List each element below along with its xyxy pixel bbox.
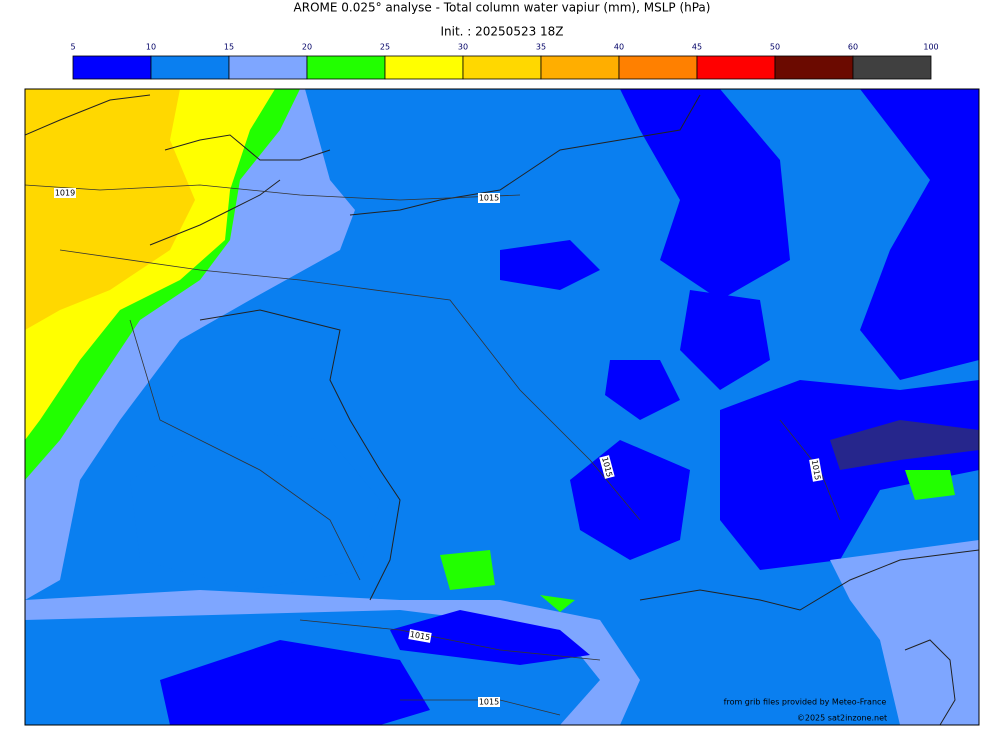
- colorbar: 5 10 15 20 25 30 35 40 45 50 60 100: [70, 43, 939, 80]
- isobar-label-text: 1019: [55, 189, 75, 198]
- isobar-label-box: [809, 458, 823, 482]
- dark-patch: [500, 240, 600, 290]
- colorbar-segment: [618, 55, 698, 80]
- colorbar-segment: [540, 55, 620, 80]
- colorbar-tick-label: 20: [302, 43, 312, 52]
- pyrenees-dark: [390, 610, 590, 665]
- colorbar-tick-label: 5: [70, 43, 75, 52]
- colorbar-segment: [72, 55, 152, 80]
- colorbar-segment: [228, 55, 308, 80]
- east-light: [830, 540, 979, 725]
- isobar-label: 1015: [478, 697, 500, 707]
- colorbar-tick-label: 50: [770, 43, 780, 52]
- blue-patch: [130, 430, 380, 590]
- isobar-label-text: 1015: [409, 630, 431, 642]
- colorbar-tick-label: 60: [848, 43, 858, 52]
- isobar-label: 1015: [809, 458, 823, 482]
- map: [24, 88, 980, 726]
- colorbar-tick-label: 45: [692, 43, 702, 52]
- dark-patch: [860, 89, 979, 380]
- isobar-label-box: [54, 188, 76, 198]
- colorbar-tick-label: 100: [923, 43, 938, 52]
- colorbar-segment: [462, 55, 542, 80]
- credit: from grib files provided by Meteo-France: [724, 698, 887, 707]
- isobar-label: 1015: [408, 629, 432, 643]
- colorbar-segment: [384, 55, 464, 80]
- isobar-label-box: [599, 455, 615, 479]
- colorbar-tick-label: 25: [380, 43, 390, 52]
- colorbar-segment: [696, 55, 776, 80]
- coastlines: [25, 94, 979, 725]
- colorbar-tick-label: 40: [614, 43, 624, 52]
- map-title: AROME 0.025° analyse - Total column wate…: [294, 1, 711, 15]
- green-patch: [905, 470, 955, 500]
- map-frame: [24, 88, 980, 726]
- isobar-labels: 1019 1015 1015 1015 1015 1015: [54, 188, 823, 707]
- south-dark: [160, 640, 430, 725]
- green-patch: [440, 550, 495, 590]
- dark-patch: [680, 290, 770, 390]
- colorbar-segment: [150, 55, 230, 80]
- green-patch: [540, 595, 575, 612]
- alps-peak: [830, 420, 979, 470]
- isobar-label: 1015: [478, 193, 500, 203]
- dark-patch: [620, 89, 790, 300]
- colorbar-segment: [852, 55, 932, 80]
- dark-patch: [570, 440, 690, 560]
- isobar-label: 1019: [54, 188, 76, 198]
- isobars: [25, 184, 841, 716]
- isobar-label-text: 1015: [479, 194, 499, 203]
- isobar-label-box: [478, 193, 500, 203]
- colorbar-segment: [774, 55, 854, 80]
- credit: ©2025 sat2inzone.net: [797, 714, 887, 723]
- map-subtitle: Init. : 20250523 18Z: [440, 25, 563, 39]
- colorbar-tick-label: 35: [536, 43, 546, 52]
- isobar-label-box: [478, 697, 500, 707]
- dark-patch: [605, 360, 680, 420]
- isobar-label: 1015: [599, 455, 615, 479]
- isobar-label-text: 1015: [810, 459, 822, 481]
- colorbar-tick-label: 15: [224, 43, 234, 52]
- isobar-label-box: [408, 629, 432, 643]
- colorbar-tick-label: 10: [146, 43, 156, 52]
- isobar-label-text: 1015: [479, 698, 499, 707]
- colorbar-tick-label: 30: [458, 43, 468, 52]
- gold-field: [25, 89, 195, 330]
- colorbar-segment: [306, 55, 386, 80]
